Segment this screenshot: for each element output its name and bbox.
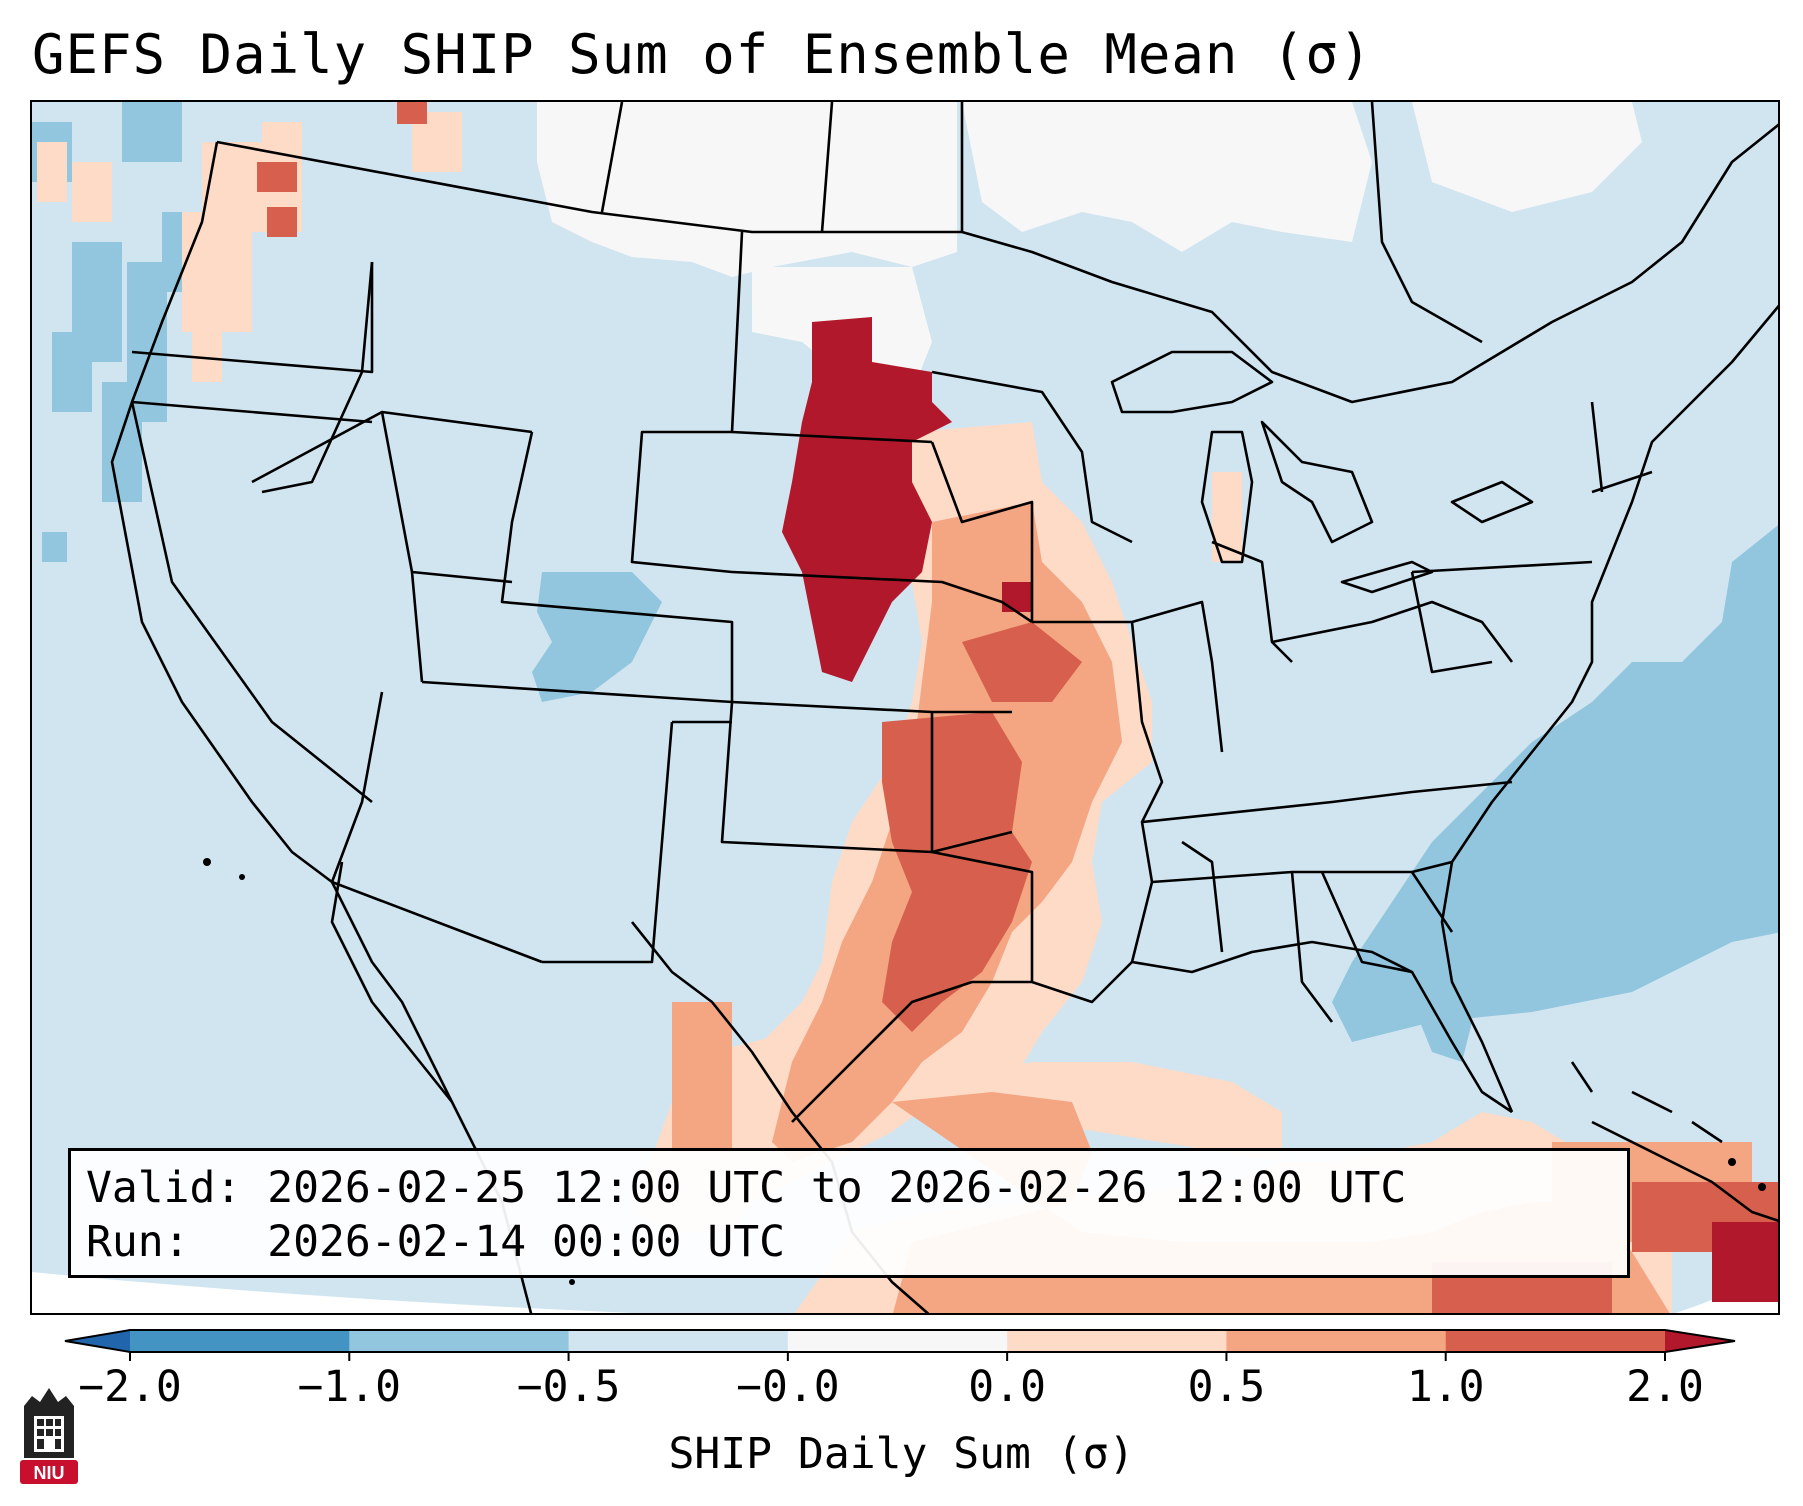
colorbar-bin [1445,1330,1666,1352]
niu-logo-graphic: NIU [20,1388,78,1484]
colorbar-tick-label: −2.0 [78,1362,182,1412]
political-boundaries [110,102,1778,1313]
chart-title: GEFS Daily SHIP Sum of Ensemble Mean (σ) [32,23,1373,86]
colorbar-bin [349,1330,570,1352]
map-panel [30,100,1780,1315]
colorbar-svg [64,1329,1736,1361]
colorbar-bin [1226,1330,1447,1352]
map-canvas [32,102,1778,1313]
pacific-northwest-warm-strong [257,102,427,237]
run-label: Run: [86,1217,190,1267]
valid-value: 2026-02-25 12:00 UTC to 2026-02-26 12:00… [267,1163,1407,1213]
colorbar-label: SHIP Daily Sum (σ) [668,1429,1135,1479]
niu-logo: NIU [20,1388,78,1484]
run-row: Run: 2026-02-14 00:00 UTC [86,1215,1627,1269]
valid-label: Valid: [86,1163,242,1213]
colorado-blue-patch [532,572,662,702]
valid-row: Valid: 2026-02-25 12:00 UTC to 2026-02-2… [86,1161,1627,1215]
colorbar-extend-high [1665,1330,1735,1352]
florida-blue [1412,942,1472,1062]
colorbar-tick-label: 1.0 [1406,1362,1485,1412]
island-marks [203,858,1766,1285]
outside-domain [32,1272,634,1313]
colorbar-bin [130,1330,350,1352]
colorbar-bin [787,1330,1008,1352]
northern-plains-extreme [782,317,1778,1302]
colorbar-tick-label: 2.0 [1626,1362,1704,1412]
colorbar [0,1310,1803,1370]
info-box: Valid: 2026-02-25 12:00 UTC to 2026-02-2… [68,1148,1630,1278]
svg-text:NIU: NIU [34,1463,65,1483]
colorbar-tick-label: −1.0 [297,1362,402,1412]
run-value: 2026-02-14 00:00 UTC [267,1217,785,1267]
colorbar-bin [568,1330,789,1352]
colorbar-tick-label: −0.5 [516,1362,621,1412]
colorbar-bin [1007,1330,1227,1352]
colorbar-tick-label: 0.0 [968,1362,1046,1412]
colorbar-tick-label: −0.0 [736,1362,840,1412]
colorbar-tick-label: 0.5 [1187,1362,1266,1412]
colorbar-extend-low [65,1330,130,1352]
